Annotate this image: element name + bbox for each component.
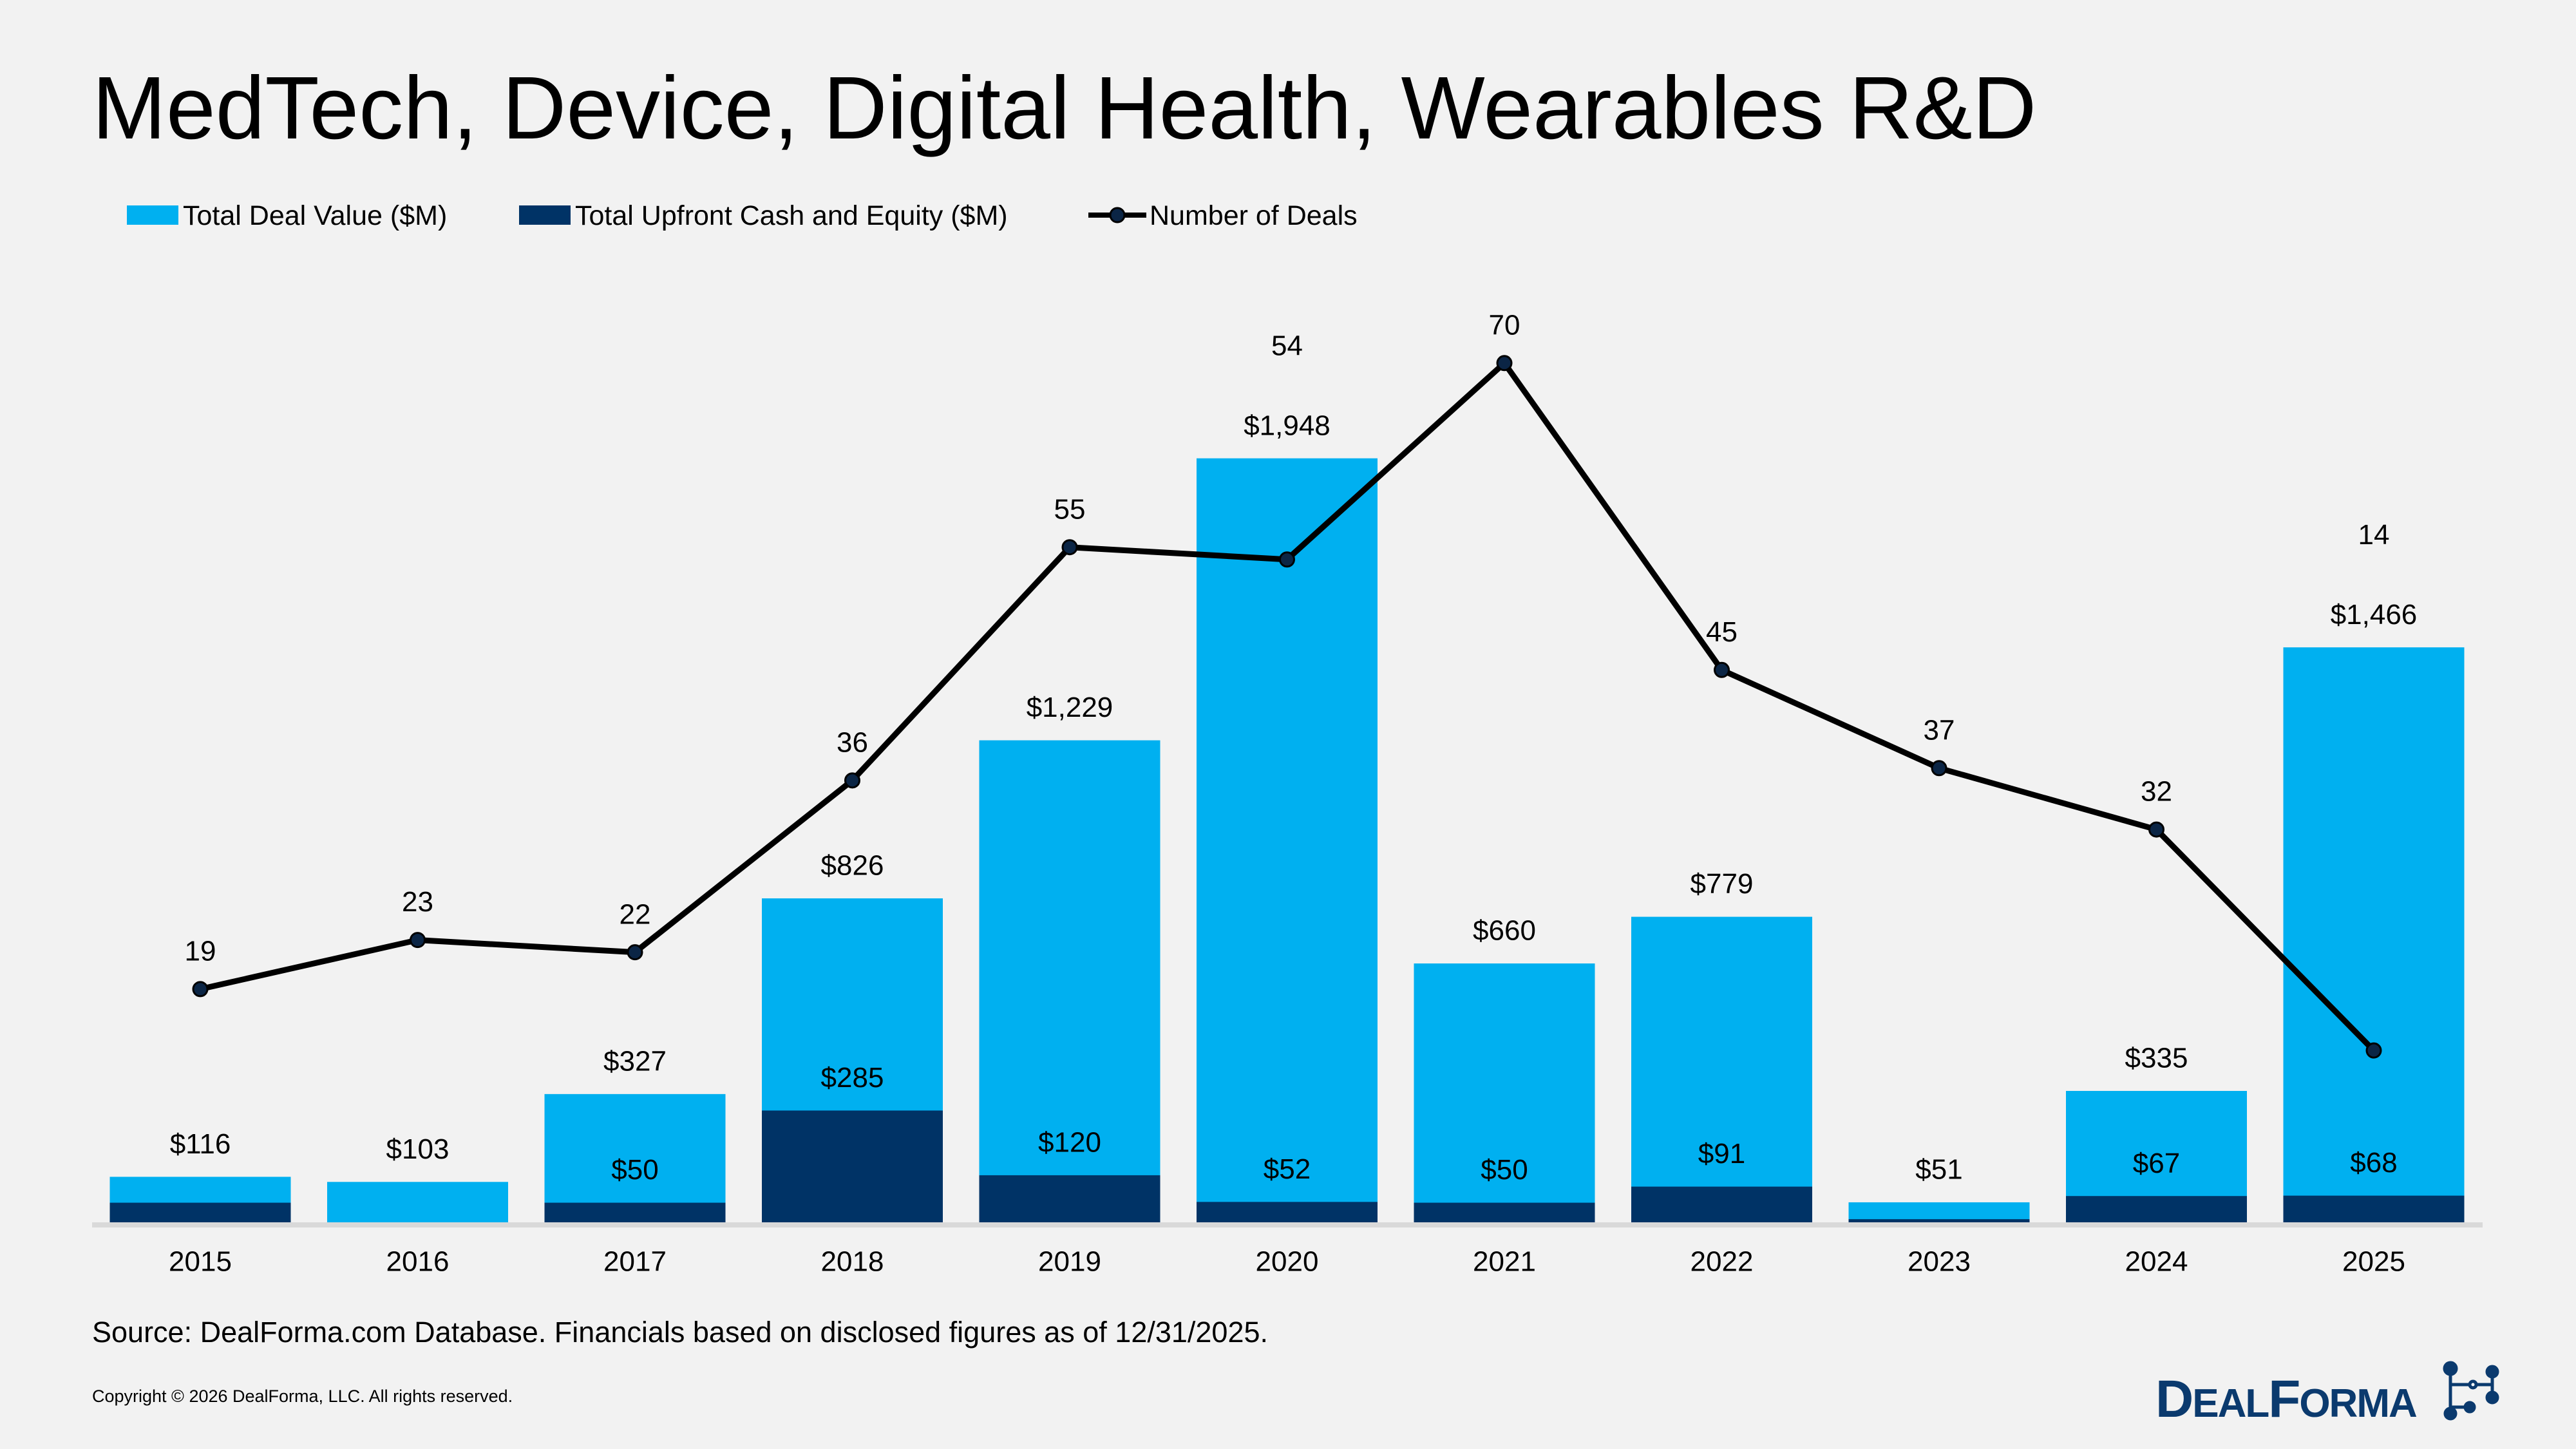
dealforma-logo: DEALFORMA <box>2155 1361 2499 1428</box>
legend-label-total-deal-value: Total Deal Value ($M) <box>183 200 447 231</box>
x-tick-label: 2019 <box>1038 1246 1101 1278</box>
label-upfront: $52 <box>1264 1153 1311 1185</box>
x-tick-label: 2016 <box>386 1246 450 1278</box>
bar-upfront <box>1414 1202 1595 1222</box>
label-number-of-deals: 54 <box>1271 330 1303 361</box>
label-upfront: $91 <box>1698 1138 1745 1170</box>
x-tick-label: 2025 <box>2342 1246 2405 1278</box>
bar-upfront <box>2066 1196 2247 1222</box>
label-number-of-deals: 70 <box>1489 309 1520 341</box>
bar-upfront <box>544 1202 726 1222</box>
x-axis-line <box>92 1222 2483 1227</box>
label-number-of-deals: 32 <box>2141 776 2172 808</box>
bar-upfront <box>762 1110 943 1222</box>
label-number-of-deals: 55 <box>1054 493 1086 525</box>
bar-upfront <box>2283 1195 2465 1222</box>
bar-total-deal-value <box>1848 1202 2030 1222</box>
point-number-of-deals <box>1279 551 1295 568</box>
label-upfront: $120 <box>1038 1127 1101 1159</box>
plot-area: $116 2015 $103 2016 $327 $50 2017 $826 $285 2018 $… <box>92 309 2483 1278</box>
bar-total-deal-value <box>1631 916 1812 1222</box>
bar-total-deal-value <box>2283 647 2465 1222</box>
x-tick-label: 2024 <box>2125 1246 2188 1278</box>
point-number-of-deals <box>1714 661 1730 678</box>
bar-total-deal-value <box>1197 458 1378 1223</box>
label-number-of-deals: 19 <box>185 935 216 967</box>
source-note: Source: DealForma.com Database. Financia… <box>92 1316 1268 1349</box>
bar-upfront <box>1631 1186 1812 1222</box>
bar-total-deal-value <box>1414 963 1595 1222</box>
point-number-of-deals <box>410 932 426 949</box>
bar-upfront <box>1197 1202 1378 1222</box>
bar-upfront <box>979 1175 1160 1222</box>
label-number-of-deals: 37 <box>1924 714 1955 746</box>
label-upfront: $285 <box>821 1062 884 1094</box>
svg-text:DEALFORMA: DEALFORMA <box>2155 1370 2417 1428</box>
label-number-of-deals: 23 <box>402 886 433 918</box>
label-number-of-deals: 45 <box>1706 616 1738 648</box>
label-upfront: $50 <box>611 1154 658 1186</box>
bar-upfront <box>1848 1219 2030 1222</box>
point-number-of-deals <box>1496 355 1513 372</box>
label-upfront: $67 <box>2133 1148 2180 1179</box>
x-tick-label: 2021 <box>1473 1246 1536 1278</box>
x-tick-label: 2023 <box>1908 1246 1971 1278</box>
legend-label-upfront: Total Upfront Cash and Equity ($M) <box>575 200 1008 231</box>
label-total-deal-value: $327 <box>603 1045 667 1077</box>
label-number-of-deals: 22 <box>620 898 651 930</box>
label-total-deal-value: $335 <box>2125 1043 2188 1074</box>
label-total-deal-value: $51 <box>1915 1154 1962 1186</box>
x-tick-label: 2020 <box>1256 1246 1319 1278</box>
legend-swatch-total-deal-value <box>127 205 178 225</box>
bar-total-deal-value <box>327 1182 508 1222</box>
label-total-deal-value: $826 <box>821 850 884 882</box>
copyright: Copyright © 2026 DealForma, LLC. All rig… <box>92 1387 513 1406</box>
legend-swatch-upfront <box>519 205 571 225</box>
label-total-deal-value: $660 <box>1473 915 1536 947</box>
label-total-deal-value: $1,229 <box>1027 692 1113 723</box>
point-number-of-deals <box>1931 760 1947 777</box>
label-upfront: $68 <box>2350 1147 2397 1179</box>
x-tick-label: 2015 <box>169 1246 232 1278</box>
label-total-deal-value: $1,466 <box>2331 599 2418 630</box>
point-number-of-deals <box>844 772 860 789</box>
label-total-deal-value: $1,948 <box>1244 410 1331 441</box>
x-tick-label: 2017 <box>603 1246 667 1278</box>
bar-upfront <box>109 1202 291 1222</box>
point-number-of-deals <box>2148 821 2164 838</box>
label-number-of-deals: 36 <box>837 726 868 758</box>
bar-total-deal-value <box>544 1094 726 1222</box>
legend-label-number-of-deals: Number of Deals <box>1150 200 1358 231</box>
legend: Total Deal Value ($M) Total Upfront Cash… <box>127 200 1358 231</box>
point-number-of-deals <box>1061 539 1078 556</box>
label-total-deal-value: $779 <box>1690 868 1754 900</box>
bar-total-deal-value <box>979 740 1160 1222</box>
chart-title: MedTech, Device, Digital Health, Wearabl… <box>92 59 2036 158</box>
x-tick-label: 2018 <box>821 1246 884 1278</box>
point-number-of-deals <box>627 944 643 961</box>
point-number-of-deals <box>192 981 209 998</box>
x-tick-label: 2022 <box>1690 1246 1754 1278</box>
label-total-deal-value: $103 <box>386 1133 450 1165</box>
label-upfront: $50 <box>1481 1154 1528 1186</box>
label-total-deal-value: $116 <box>170 1128 231 1160</box>
label-number-of-deals: 14 <box>2358 519 2390 551</box>
point-number-of-deals <box>2365 1042 2382 1059</box>
legend-marker-number-of-deals <box>1109 207 1126 223</box>
